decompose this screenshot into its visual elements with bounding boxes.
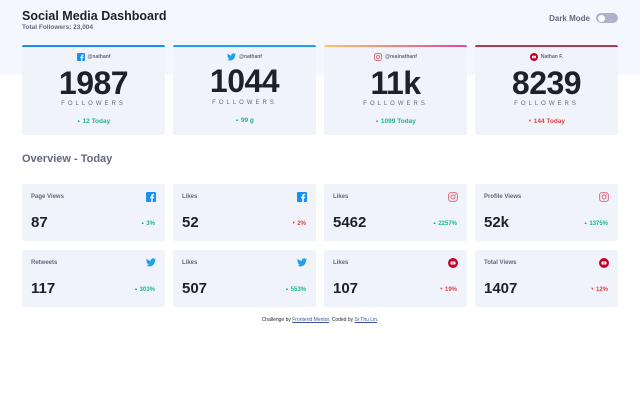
- overview-title: Overview - Today: [22, 153, 113, 165]
- account-handle: @realnathanf: [385, 54, 417, 60]
- overview-card-youtube-total-views[interactable]: Total Views 1407 ▼ 12%: [475, 250, 618, 307]
- metric-value: 52: [182, 214, 199, 231]
- follower-count: 8239: [511, 65, 582, 101]
- followers-label: FOLLOWERS: [514, 101, 579, 107]
- follower-count: 1987: [58, 65, 129, 101]
- account-handle: @nathanf: [87, 54, 111, 60]
- facebook-icon: [297, 192, 307, 202]
- card-accent-bar: [475, 45, 618, 47]
- account-handle: Nathan F.: [540, 54, 564, 60]
- overview-card-facebook-likes[interactable]: Likes 52 ▼ 2%: [173, 184, 316, 241]
- arrow-up-icon: ▲: [140, 220, 145, 225]
- today-change: ▲ 99 g: [235, 117, 254, 124]
- page-title: Social Media Dashboard: [22, 9, 167, 23]
- overview-card-twitter-likes[interactable]: Likes 507 ▲ 553%: [173, 250, 316, 307]
- metric-change: ▲ 2257%: [432, 220, 457, 227]
- metric-value: 1407: [484, 280, 518, 297]
- arrow-down-icon: ▼: [439, 286, 444, 291]
- metric-change: ▼ 12%: [590, 286, 608, 293]
- arrow-up-icon: ▲: [134, 286, 138, 291]
- overview-card-youtube-likes[interactable]: Likes 107 ▼ 19%: [324, 250, 467, 307]
- metric-change: ▲ 3%: [140, 220, 155, 227]
- metric-label: Likes: [182, 260, 198, 266]
- metric-label: Page Views: [31, 194, 64, 200]
- overview-card-instagram-likes[interactable]: Likes 5462 ▲ 2257%: [324, 184, 467, 241]
- instagram-icon: [448, 192, 458, 202]
- account-handle: @nathanf: [239, 54, 262, 60]
- follower-count: 11k: [370, 65, 421, 101]
- arrow-down-icon: ▼: [291, 220, 296, 225]
- follower-count: 1044: [209, 63, 280, 99]
- metric-value: 52k: [484, 214, 510, 231]
- dark-mode-label: Dark Mode: [549, 13, 590, 23]
- arrow-up-icon: ▲: [235, 117, 240, 122]
- metric-change: ▲ 303%: [134, 286, 155, 293]
- followers-label: FOLLOWERS: [212, 100, 277, 106]
- arrow-down-icon: ▼: [590, 286, 595, 291]
- followers-label: FOLLOWERS: [363, 101, 428, 107]
- metric-label: Total Views: [484, 260, 517, 266]
- total-followers: Total Followers: 23,004: [22, 24, 94, 31]
- youtube-icon: [599, 258, 609, 268]
- card-accent-bar: [324, 45, 467, 47]
- metric-label: Profile Views: [484, 194, 522, 200]
- arrow-up-icon: ▲: [583, 220, 588, 225]
- instagram-icon: [374, 53, 383, 61]
- toggle-knob: [597, 14, 605, 22]
- today-change: ▲ 12 Today: [76, 118, 111, 125]
- follower-card-twitter[interactable]: @nathanf 1044 FOLLOWERS ▲ 99 g: [173, 45, 316, 135]
- author-link[interactable]: Si Thu Lin: [354, 317, 377, 323]
- follower-card-youtube[interactable]: Nathan F. 8239 FOLLOWERS ▼ 144 Today: [475, 45, 618, 135]
- facebook-icon: [146, 192, 156, 202]
- metric-label: Likes: [182, 194, 198, 200]
- card-accent-bar: [173, 45, 316, 47]
- twitter-icon: [297, 258, 307, 267]
- metric-label: Likes: [333, 194, 349, 200]
- metric-change: ▲ 1375%: [583, 220, 608, 227]
- dark-mode-toggle[interactable]: [596, 13, 618, 23]
- metric-change: ▼ 2%: [291, 220, 306, 227]
- card-accent-bar: [22, 45, 165, 47]
- metric-value: 507: [182, 280, 208, 297]
- metric-value: 5462: [333, 214, 367, 231]
- instagram-icon: [599, 192, 609, 202]
- twitter-icon: [227, 53, 237, 61]
- twitter-icon: [146, 258, 156, 267]
- metric-label: Likes: [333, 260, 349, 266]
- follower-card-instagram[interactable]: @realnathanf 11k FOLLOWERS ▲ 1099 Today: [324, 45, 467, 135]
- arrow-up-icon: ▲: [76, 118, 81, 123]
- arrow-up-icon: ▲: [285, 286, 289, 291]
- follower-card-facebook[interactable]: @nathanf 1987 FOLLOWERS ▲ 12 Today: [22, 45, 165, 135]
- attribution-footer: Challenge by Frontend Mentor. Coded by S…: [261, 317, 379, 323]
- followers-label: FOLLOWERS: [61, 101, 126, 107]
- arrow-up-icon: ▲: [375, 118, 380, 123]
- frontend-mentor-link[interactable]: Frontend Mentor: [292, 317, 329, 323]
- today-change: ▲ 1099 Today: [375, 118, 416, 125]
- arrow-up-icon: ▲: [432, 220, 437, 225]
- youtube-icon: [529, 53, 538, 61]
- overview-card-facebook-page-views[interactable]: Page Views 87 ▲ 3%: [22, 184, 165, 241]
- metric-change: ▼ 19%: [439, 286, 457, 293]
- today-change: ▼ 144 Today: [527, 118, 566, 125]
- page-header: Social Media Dashboard Total Followers: …: [22, 9, 618, 39]
- overview-card-twitter-retweets[interactable]: Retweets 117 ▲ 303%: [22, 250, 165, 307]
- youtube-icon: [448, 258, 458, 268]
- metric-label: Retweets: [31, 260, 58, 266]
- metric-value: 117: [31, 280, 56, 297]
- arrow-down-icon: ▼: [527, 118, 532, 123]
- dark-mode-control: Dark Mode: [549, 13, 618, 23]
- facebook-icon: [76, 53, 85, 61]
- metric-value: 107: [333, 280, 359, 297]
- overview-card-instagram-profile-views[interactable]: Profile Views 52k ▲ 1375%: [475, 184, 618, 241]
- metric-value: 87: [31, 214, 48, 231]
- metric-change: ▲ 553%: [285, 286, 306, 293]
